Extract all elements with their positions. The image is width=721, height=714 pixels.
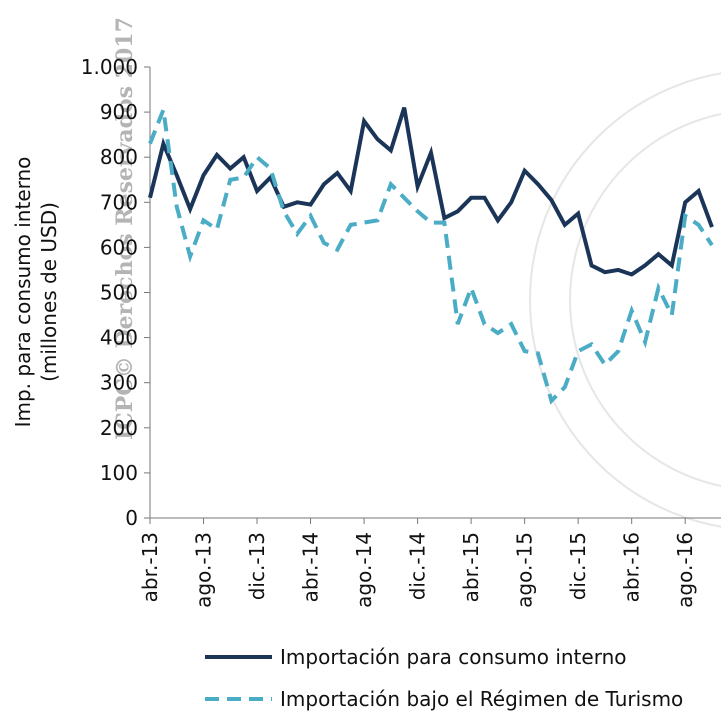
x-tick-label: dic.-13 (245, 532, 269, 600)
x-tick-label: abr.-14 (299, 532, 323, 602)
x-tick-label: ago.-13 (192, 532, 216, 608)
y-tick-label: 700 (100, 190, 138, 214)
logo-watermark (529, 72, 721, 528)
x-tick-label: ago.-16 (673, 532, 697, 608)
x-tick-label: abr.-16 (620, 532, 644, 602)
x-tick-label: ago.-14 (352, 532, 376, 608)
y-tick-label: 200 (100, 416, 138, 440)
y-tick-label: 300 (100, 371, 138, 395)
watermark: ICPC© Derechos Reservados 2017 (112, 17, 138, 440)
y-tick-label: 0 (125, 506, 138, 530)
series-line (148, 106, 714, 277)
y-tick-label: 800 (100, 145, 138, 169)
x-tick-label: abr.-13 (138, 532, 162, 602)
x-tick-label: dic.-14 (406, 532, 430, 600)
y-axis-label: (millones de USD) (37, 202, 61, 382)
y-tick-label: 900 (100, 100, 138, 124)
y-tick-label: 400 (100, 326, 138, 350)
y-tick-label: 100 (100, 461, 138, 485)
x-tick-label: abr.-15 (459, 532, 483, 602)
y-tick-label: 1.000 (81, 55, 138, 79)
legend-label: Importación bajo el Régimen de Turismo (280, 687, 683, 711)
y-axis-label: Imp. para consumo interno (11, 157, 35, 428)
y-tick-label: 500 (100, 281, 138, 305)
legend-label: Importación para consumo interno (280, 645, 626, 669)
x-tick-label: ago.-15 (513, 532, 537, 608)
x-tick-label: dic.-15 (566, 532, 590, 600)
y-tick-label: 600 (100, 235, 138, 259)
series-line (148, 102, 714, 405)
